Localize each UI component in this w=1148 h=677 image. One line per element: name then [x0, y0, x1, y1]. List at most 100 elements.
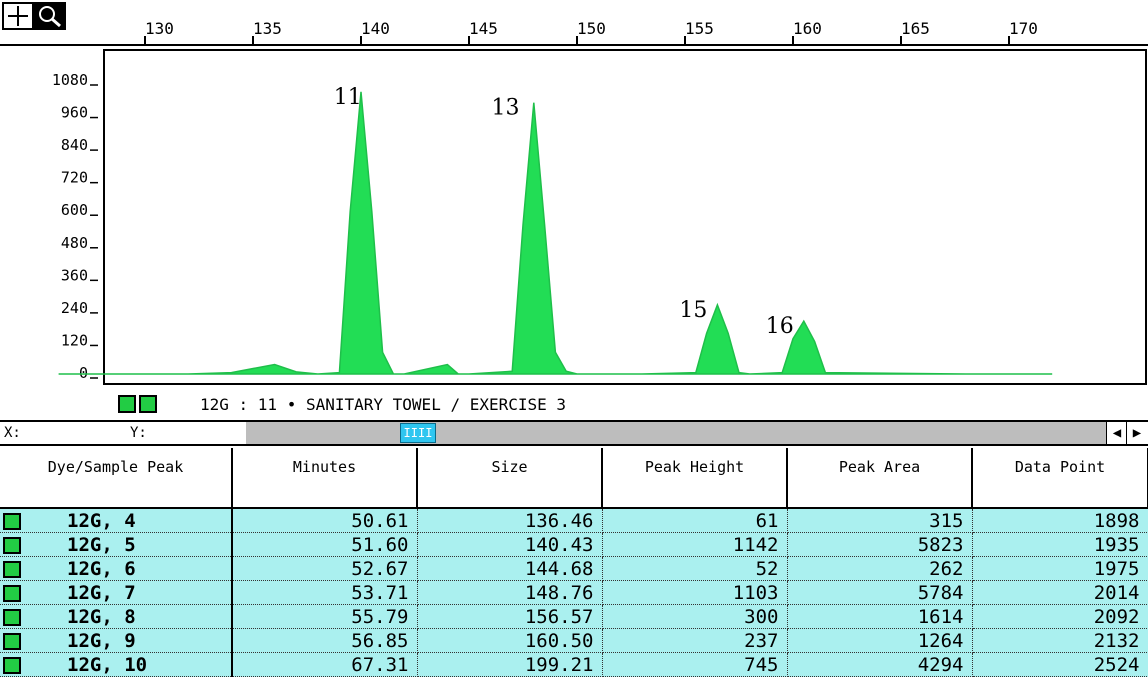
ruler-label: 165	[901, 19, 930, 38]
coordinate-bar: X: Y: IIII ◀ ▶	[0, 420, 1148, 446]
dye-sample-peak-cell: 12G, 5	[0, 532, 233, 557]
dye-swatch[interactable]	[139, 395, 157, 413]
data-point-cell: 1898	[972, 508, 1148, 533]
dye-color-swatch	[3, 512, 21, 530]
ruler-label: 130	[145, 19, 174, 38]
data-series-green	[58, 91, 1053, 375]
y-tick-label: 960	[61, 104, 88, 122]
data-point-cell: 2092	[972, 604, 1148, 629]
peak-label: 15	[679, 298, 707, 323]
scroll-left-icon[interactable]: ◀	[1106, 422, 1127, 444]
size-cell: 199.21	[417, 652, 603, 677]
y-tick-label: 360	[61, 266, 88, 284]
peak-name: 12G, 7	[67, 581, 136, 604]
y-tick-label: 240	[61, 299, 88, 317]
column-header-minutes[interactable]: Minutes	[232, 448, 418, 509]
y-tick-label: 720	[61, 169, 88, 187]
table-row[interactable]: 12G, 5 51.60 140.43 1142 5823 1935	[0, 532, 1148, 557]
sample-legend: 12G : 11 • SANITARY TOWEL / EXERCISE 3	[0, 392, 1148, 418]
dye-sample-peak-cell: 12G, 9	[0, 628, 233, 653]
minutes-cell: 52.67	[232, 556, 418, 581]
peak-area-cell: 315	[787, 508, 973, 533]
y-tick-label: 0	[79, 364, 88, 382]
dye-color-swatch	[3, 560, 21, 578]
zoom-in-icon[interactable]	[2, 2, 34, 30]
table-row[interactable]: 12G, 10 67.31 199.21 745 4294 2524	[0, 652, 1148, 677]
peak-name: 12G, 6	[67, 557, 136, 580]
size-cell: 136.46	[417, 508, 603, 533]
dye-color-swatch	[3, 632, 21, 650]
size-cell: 148.76	[417, 580, 603, 605]
peak-area-cell: 5823	[787, 532, 973, 557]
data-point-cell: 1935	[972, 532, 1148, 557]
electropherogram-chart: 1080 960 840 720 600 480 360 240 120 0 11 13 15 16	[0, 46, 1148, 420]
minutes-cell: 67.31	[232, 652, 418, 677]
ruler-label: 170	[1009, 19, 1038, 38]
ruler-label: 155	[685, 19, 714, 38]
peak-label: 13	[491, 96, 519, 121]
peak-area-cell: 1614	[787, 604, 973, 629]
magnifier-icon[interactable]	[34, 2, 66, 30]
scroll-thumb[interactable]: IIII	[400, 423, 436, 443]
ruler-svg: 130 135 140 145 150 155 160 165 170	[144, 19, 1038, 44]
size-cell: 156.57	[417, 604, 603, 629]
chart-svg: 1080 960 840 720 600 480 360 240 120 0 11 13 15 16	[52, 49, 1147, 385]
ruler-label: 160	[793, 19, 822, 38]
column-header-size[interactable]: Size	[417, 448, 603, 509]
data-point-cell: 2132	[972, 628, 1148, 653]
peak-height-cell: 237	[602, 628, 788, 653]
y-tick-label: 120	[61, 331, 88, 349]
column-header-peak-area[interactable]: Peak Area	[787, 448, 973, 509]
plot-area	[103, 49, 1147, 385]
peak-height-cell: 61	[602, 508, 788, 533]
table-row[interactable]: 12G, 7 53.71 148.76 1103 5784 2014	[0, 580, 1148, 605]
column-header-peak-height[interactable]: Peak Height	[602, 448, 788, 509]
column-header-data-point[interactable]: Data Point	[972, 448, 1148, 509]
ruler-label: 135	[253, 19, 282, 38]
dye-sample-peak-cell: 12G, 7	[0, 580, 233, 605]
size-ruler: 130 135 140 145 150 155 160 165 170	[0, 0, 1148, 46]
dye-color-swatch	[3, 584, 21, 602]
peak-label: 16	[766, 314, 794, 339]
peak-table: Dye/Sample Peak Minutes Size Peak Height…	[0, 448, 1148, 677]
dye-color-swatch	[3, 536, 21, 554]
peak-name: 12G, 8	[67, 605, 136, 628]
ruler-label: 140	[361, 19, 390, 38]
data-point-cell: 2524	[972, 652, 1148, 677]
sample-title: 12G : 11 • SANITARY TOWEL / EXERCISE 3	[200, 395, 567, 414]
column-header-dye-sample[interactable]: Dye/Sample Peak	[0, 448, 233, 509]
peak-height-cell: 300	[602, 604, 788, 629]
dye-sample-peak-cell: 12G, 6	[0, 556, 233, 581]
table-row[interactable]: 12G, 4 50.61 136.46 61 315 1898	[0, 508, 1148, 533]
dye-swatch[interactable]	[118, 395, 136, 413]
scroll-right-icon[interactable]: ▶	[1126, 422, 1147, 444]
peak-height-cell: 745	[602, 652, 788, 677]
dye-sample-peak-cell: 12G, 10	[0, 652, 233, 677]
x-coordinate-label: X:	[4, 425, 21, 441]
ruler-label: 145	[469, 19, 498, 38]
y-tick-label: 1080	[52, 71, 88, 89]
peak-name: 12G, 4	[67, 509, 136, 532]
peak-name: 12G, 10	[67, 653, 148, 676]
minutes-cell: 51.60	[232, 532, 418, 557]
horizontal-scrollbar[interactable]: IIII	[246, 422, 1106, 444]
table-row[interactable]: 12G, 9 56.85 160.50 237 1264 2132	[0, 628, 1148, 653]
size-cell: 144.68	[417, 556, 603, 581]
y-tick-label: 840	[61, 136, 88, 154]
data-point-cell: 2014	[972, 580, 1148, 605]
y-tick-label: 600	[61, 201, 88, 219]
y-coordinate-label: Y:	[130, 425, 147, 441]
size-cell: 140.43	[417, 532, 603, 557]
peak-height-cell: 52	[602, 556, 788, 581]
table-row[interactable]: 12G, 6 52.67 144.68 52 262 1975	[0, 556, 1148, 581]
coordinate-readout: X: Y:	[0, 422, 246, 444]
peak-area-cell: 4294	[787, 652, 973, 677]
table-row[interactable]: 12G, 8 55.79 156.57 300 1614 2092	[0, 604, 1148, 629]
peak-area-cell: 5784	[787, 580, 973, 605]
peak-area-cell: 1264	[787, 628, 973, 653]
data-point-cell: 1975	[972, 556, 1148, 581]
minutes-cell: 56.85	[232, 628, 418, 653]
peak-height-cell: 1103	[602, 580, 788, 605]
peak-height-cell: 1142	[602, 532, 788, 557]
minutes-cell: 55.79	[232, 604, 418, 629]
